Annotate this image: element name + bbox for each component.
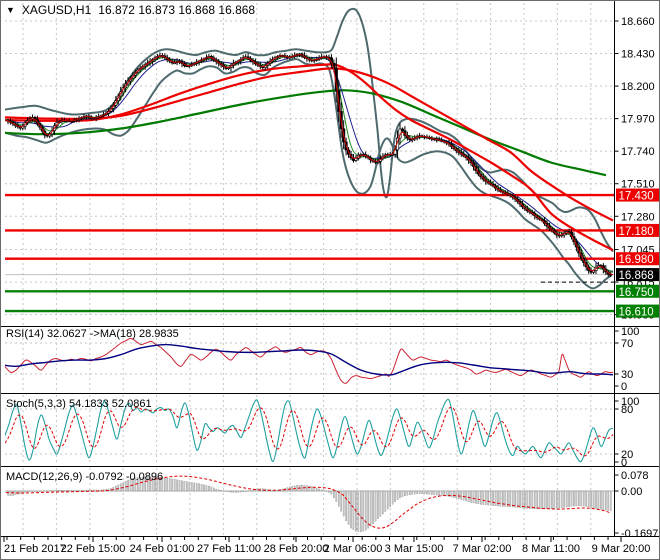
- symbol-dropdown-icon[interactable]: ▼: [6, 5, 15, 15]
- indicator-tick-label: 20: [621, 449, 633, 461]
- ma-thin-red: [5, 54, 614, 275]
- indicator-tick-label: 0.00: [621, 486, 642, 498]
- time-tick-label: 2 Mar 06:00: [324, 543, 383, 555]
- stochastic-k-line: [5, 398, 614, 463]
- indicator-tick-label: 100: [621, 396, 639, 408]
- price-level-badge: 16.750: [616, 284, 659, 299]
- stochastic-indicator-label: Stoch(5,3,3) 54.1833 52.0861: [6, 398, 152, 410]
- price-tick-label: 17.280: [621, 211, 655, 223]
- ma-red-fast: [5, 63, 614, 252]
- time-tick-label: 28 Feb 20:00: [264, 543, 329, 555]
- macd-panel: [5, 475, 614, 533]
- svg-text:16.868: 16.868: [619, 270, 654, 282]
- price-tick-label: 18.200: [621, 81, 655, 93]
- svg-text:16.610: 16.610: [619, 307, 654, 319]
- panel-separators: [1, 1, 659, 537]
- price-level-badge: 16.868: [616, 268, 659, 282]
- time-tick-label: 24 Feb 01:00: [130, 543, 195, 555]
- symbol-timeframe-label: XAGUSD,H1: [21, 3, 92, 17]
- rsi-panel: [5, 337, 614, 384]
- svg-text:17.180: 17.180: [619, 226, 654, 238]
- grid-lines: [5, 3, 614, 536]
- price-axis: 18.660 18.430 18.200 17.970 17.740 17.510 17.2…: [614, 16, 659, 322]
- price-level-badge: 16.610: [616, 304, 659, 319]
- price-tick-label: 18.430: [621, 49, 655, 61]
- macd-indicator-label: MACD(12,26,9) -0.0792 -0.0896: [6, 471, 164, 483]
- quote-values: 16.872 16.873 16.868 16.868: [98, 3, 256, 17]
- svg-text:16.980: 16.980: [619, 254, 654, 266]
- stochastic-d-line: [5, 406, 614, 457]
- indicator-tick-label: 0: [621, 457, 627, 469]
- time-tick-label: 22 Feb 15:00: [61, 543, 126, 555]
- svg-text:17.430: 17.430: [619, 191, 654, 203]
- time-tick-label: 27 Feb 11:00: [197, 543, 261, 555]
- price-tick-label: 17.970: [621, 114, 655, 126]
- indicator-tick-label: 70: [621, 338, 633, 350]
- chart-title: ▼ XAGUSD,H1 16.872 16.873 16.868 16.868: [6, 3, 255, 17]
- rsi-indicator-label: RSI(14) 32.0627 ->MA(18) 28.9835: [6, 328, 179, 340]
- time-tick-label: 9 Mar 20:00: [592, 543, 651, 555]
- indicator-tick-label: 80: [621, 404, 633, 416]
- main-price-panel: [5, 7, 614, 313]
- ma-green-slow: [5, 89, 607, 177]
- price-level-badge: 16.980: [616, 252, 659, 266]
- stochastic-panel: [5, 398, 614, 463]
- macd-axis: 0.078 0.00 -0.1697: [614, 470, 658, 540]
- price-tick-label: 17.510: [621, 179, 655, 191]
- time-tick-label: 21 Feb 2017: [4, 543, 66, 555]
- time-tick-label: 7 Mar 02:00: [453, 543, 512, 555]
- price-tick-label: 18.660: [621, 16, 655, 28]
- svg-text:16.750: 16.750: [619, 287, 654, 299]
- indicator-tick-label: 0.078: [621, 470, 649, 482]
- indicator-tick-label: -0.1697: [621, 528, 658, 540]
- indicator-tick-label: 30: [621, 369, 633, 381]
- time-tick-label: 8 Mar 11:00: [522, 543, 580, 555]
- time-tick-label: 3 Mar 15:00: [385, 543, 444, 555]
- price-tick-label: 17.740: [621, 146, 655, 158]
- rsi-ma-line: [5, 343, 614, 376]
- price-level-badge: 17.430: [616, 188, 659, 203]
- price-level-badge: 17.180: [616, 223, 659, 238]
- macd-signal-line: [5, 475, 612, 529]
- indicator-tick-label: 0: [621, 381, 627, 393]
- indicator-tick-label: 100: [621, 326, 639, 338]
- bollinger-lower-band: [5, 58, 612, 290]
- ma-red-slow: [5, 67, 614, 222]
